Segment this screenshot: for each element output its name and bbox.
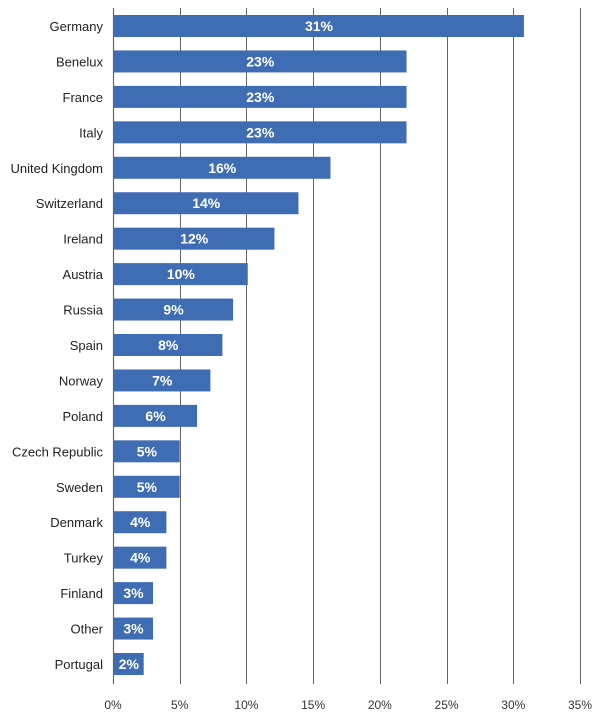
bar-sweden <box>114 475 180 498</box>
bar-value-label: 16% <box>208 160 237 176</box>
x-tick-label: 10% <box>234 698 258 712</box>
category-label: Russia <box>63 303 104 318</box>
category-label: Sweden <box>56 480 103 495</box>
bar-value-label: 8% <box>158 337 179 353</box>
bar-value-label: 3% <box>123 585 144 601</box>
bar-norway <box>114 369 211 392</box>
x-tick-label: 5% <box>171 698 189 712</box>
bar-value-label: 4% <box>130 550 151 566</box>
category-label: Switzerland <box>36 196 103 211</box>
bar-switzerland <box>114 192 299 215</box>
bar-value-label: 2% <box>119 656 140 672</box>
ticks-layer: 0% 5% 10% 15% 20% 25% 30% 35% <box>104 698 592 712</box>
category-label: Spain <box>70 338 103 353</box>
category-label: Italy <box>79 125 103 140</box>
bar-italy <box>114 121 407 144</box>
bar-value-label: 5% <box>137 443 158 459</box>
bar-france <box>114 85 407 108</box>
x-tick-label: 0% <box>104 698 122 712</box>
bar-germany <box>114 15 524 37</box>
category-label: Austria <box>63 267 104 282</box>
x-tick-label: 25% <box>435 698 459 712</box>
category-label: France <box>63 90 103 105</box>
category-label: Norway <box>59 373 104 388</box>
category-label: Poland <box>63 409 103 424</box>
bar-benelux <box>114 50 407 73</box>
category-label: Turkey <box>64 551 104 566</box>
bar-value-label: 23% <box>246 124 275 140</box>
bar-value-label: 4% <box>130 514 151 530</box>
bar-value-label: 23% <box>246 89 275 105</box>
x-tick-label: 30% <box>501 698 525 712</box>
bar-russia <box>114 298 234 321</box>
bar-value-label: 5% <box>137 479 158 495</box>
bar-ireland <box>114 227 275 250</box>
category-label: Other <box>70 622 103 637</box>
bar-united-kingdom <box>114 156 331 179</box>
bar-czech-republic <box>114 440 180 463</box>
bar-finland <box>114 582 154 605</box>
x-tick-label: 20% <box>368 698 392 712</box>
bar-value-label: 6% <box>145 408 166 424</box>
bar-value-label: 9% <box>163 302 184 318</box>
bar-portugal <box>114 653 144 675</box>
bar-other <box>114 617 154 640</box>
category-label: Germany <box>50 19 104 34</box>
bar-value-label: 12% <box>180 231 209 247</box>
bars-layer: 31% 23% 23% 23% 16% 14% 12% 10% 9% 8% 7% 6% 5% 5% 4% 4%… <box>114 15 524 675</box>
bar-value-label: 3% <box>123 621 144 637</box>
category-label: Portugal <box>55 657 104 672</box>
bar-austria <box>114 263 248 286</box>
category-label: Benelux <box>56 54 103 69</box>
bar-denmark <box>114 511 167 534</box>
bar-value-label: 31% <box>305 18 334 34</box>
category-label: Czech Republic <box>12 444 104 459</box>
category-label: United Kingdom <box>11 161 104 176</box>
bar-value-label: 14% <box>192 195 221 211</box>
grid-layer <box>112 8 581 684</box>
bar-value-label: 7% <box>152 372 173 388</box>
x-tick-label: 35% <box>568 698 592 712</box>
bar-value-label: 10% <box>167 266 196 282</box>
x-tick-label: 15% <box>301 698 325 712</box>
bar-turkey <box>114 546 167 569</box>
bar-poland <box>114 404 198 427</box>
category-label: Ireland <box>63 232 103 247</box>
bar-spain <box>114 334 223 356</box>
bar-value-label: 23% <box>246 53 275 69</box>
category-label: Finland <box>60 586 103 601</box>
category-label: Denmark <box>50 515 103 530</box>
labels-layer: Germany Benelux France Italy United Kingdom S… <box>11 19 104 672</box>
